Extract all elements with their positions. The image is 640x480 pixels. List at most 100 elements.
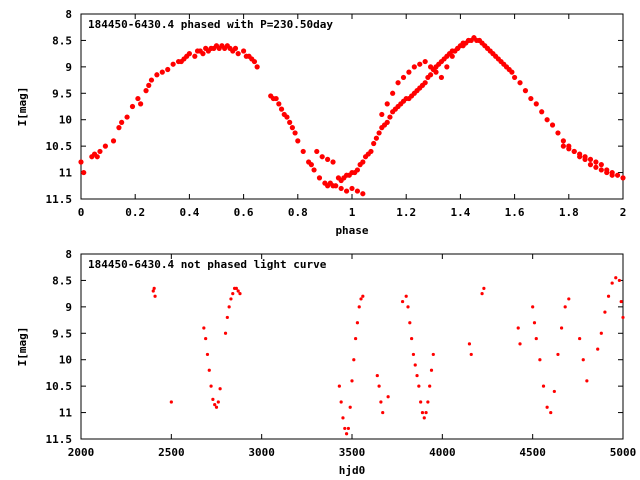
data-point bbox=[170, 61, 176, 67]
data-point bbox=[231, 292, 235, 296]
data-point bbox=[545, 405, 549, 409]
data-point bbox=[482, 286, 486, 290]
data-point bbox=[410, 336, 414, 341]
y-tick-label: 11 bbox=[59, 407, 73, 420]
data-point bbox=[433, 69, 439, 75]
data-point bbox=[333, 183, 339, 189]
data-point bbox=[598, 167, 604, 173]
data-point bbox=[455, 45, 461, 51]
data-point bbox=[227, 305, 231, 309]
x-tick-label: 0.6 bbox=[234, 206, 254, 219]
y-tick-label: 10.5 bbox=[46, 380, 73, 393]
data-point bbox=[449, 53, 455, 59]
y-tick-label: 8.5 bbox=[52, 274, 72, 287]
data-point bbox=[213, 403, 217, 407]
x-tick-label: 0.2 bbox=[125, 206, 145, 219]
data-point bbox=[549, 410, 553, 415]
data-point bbox=[152, 286, 156, 290]
data-point bbox=[360, 159, 366, 165]
data-point bbox=[376, 130, 382, 136]
data-point bbox=[204, 336, 208, 341]
data-point bbox=[417, 384, 421, 388]
data-point bbox=[236, 289, 240, 293]
y-tick-label: 10 bbox=[59, 114, 72, 127]
data-point bbox=[556, 352, 560, 357]
data-point bbox=[528, 95, 534, 102]
y-tick-label: 8.5 bbox=[52, 34, 72, 47]
data-point bbox=[534, 336, 538, 341]
data-point bbox=[375, 373, 379, 378]
y-tick-label: 8 bbox=[65, 8, 72, 21]
data-point bbox=[387, 114, 393, 120]
data-point bbox=[559, 326, 564, 330]
data-point bbox=[341, 416, 345, 420]
data-point bbox=[232, 45, 239, 51]
data-point bbox=[518, 342, 522, 346]
data-point bbox=[422, 58, 428, 65]
data-point bbox=[400, 299, 405, 304]
x-tick-label: 1.4 bbox=[450, 206, 470, 219]
data-point bbox=[427, 64, 434, 70]
data-point bbox=[614, 276, 618, 280]
data-point bbox=[427, 72, 434, 78]
data-point bbox=[593, 159, 599, 165]
x-tick-label: 2000 bbox=[68, 446, 95, 459]
data-point bbox=[555, 130, 561, 136]
data-point bbox=[119, 119, 125, 125]
plot-title: 184450-6430.4 phased with P=230.50day bbox=[88, 18, 333, 31]
data-point bbox=[400, 74, 407, 81]
data-point bbox=[476, 37, 482, 44]
data-point bbox=[538, 358, 542, 362]
data-point bbox=[511, 74, 518, 81]
data-point bbox=[102, 143, 108, 149]
y-tick-label: 10.5 bbox=[46, 140, 73, 153]
data-point bbox=[234, 286, 238, 290]
data-point bbox=[214, 405, 219, 409]
data-point bbox=[566, 146, 572, 152]
data-point bbox=[153, 294, 157, 298]
data-point bbox=[509, 69, 515, 75]
x-tick-label: 1.6 bbox=[505, 206, 525, 219]
data-point bbox=[186, 51, 192, 57]
data-point bbox=[276, 101, 282, 107]
data-point bbox=[577, 151, 583, 157]
data-point bbox=[411, 352, 416, 357]
data-point bbox=[552, 389, 556, 394]
data-point bbox=[603, 310, 607, 314]
data-point bbox=[354, 167, 361, 173]
data-point bbox=[424, 410, 428, 415]
data-point bbox=[544, 117, 550, 123]
data-point bbox=[533, 101, 539, 107]
data-point bbox=[205, 352, 210, 357]
data-point bbox=[295, 138, 301, 144]
x-tick-label: 3000 bbox=[248, 446, 275, 459]
data-point bbox=[606, 294, 611, 298]
unphased-light-curve-panel: 2000 2500 3000 3500 4000 4500 5000 8 8.5 9 9.5 10 10… bbox=[16, 248, 636, 477]
data-point bbox=[480, 292, 484, 296]
data-point bbox=[348, 405, 352, 409]
data-point bbox=[338, 185, 344, 192]
data-point bbox=[522, 88, 529, 94]
data-point bbox=[379, 400, 383, 404]
data-point bbox=[415, 373, 419, 378]
data-point bbox=[311, 167, 317, 173]
data-point bbox=[238, 292, 242, 296]
data-point bbox=[413, 363, 417, 367]
data-point bbox=[116, 125, 122, 131]
x-tick-label: 2 bbox=[620, 206, 627, 219]
data-point bbox=[289, 125, 295, 131]
data-point bbox=[587, 162, 594, 168]
data-point bbox=[216, 400, 220, 404]
data-point bbox=[192, 53, 198, 59]
data-point bbox=[325, 156, 331, 162]
data-point bbox=[471, 35, 477, 41]
data-point bbox=[314, 148, 320, 155]
data-point bbox=[563, 305, 567, 309]
data-point bbox=[609, 169, 615, 176]
data-point bbox=[278, 106, 285, 112]
data-point bbox=[138, 101, 144, 107]
x-axis-label: phase bbox=[335, 224, 368, 237]
data-point bbox=[355, 321, 360, 325]
